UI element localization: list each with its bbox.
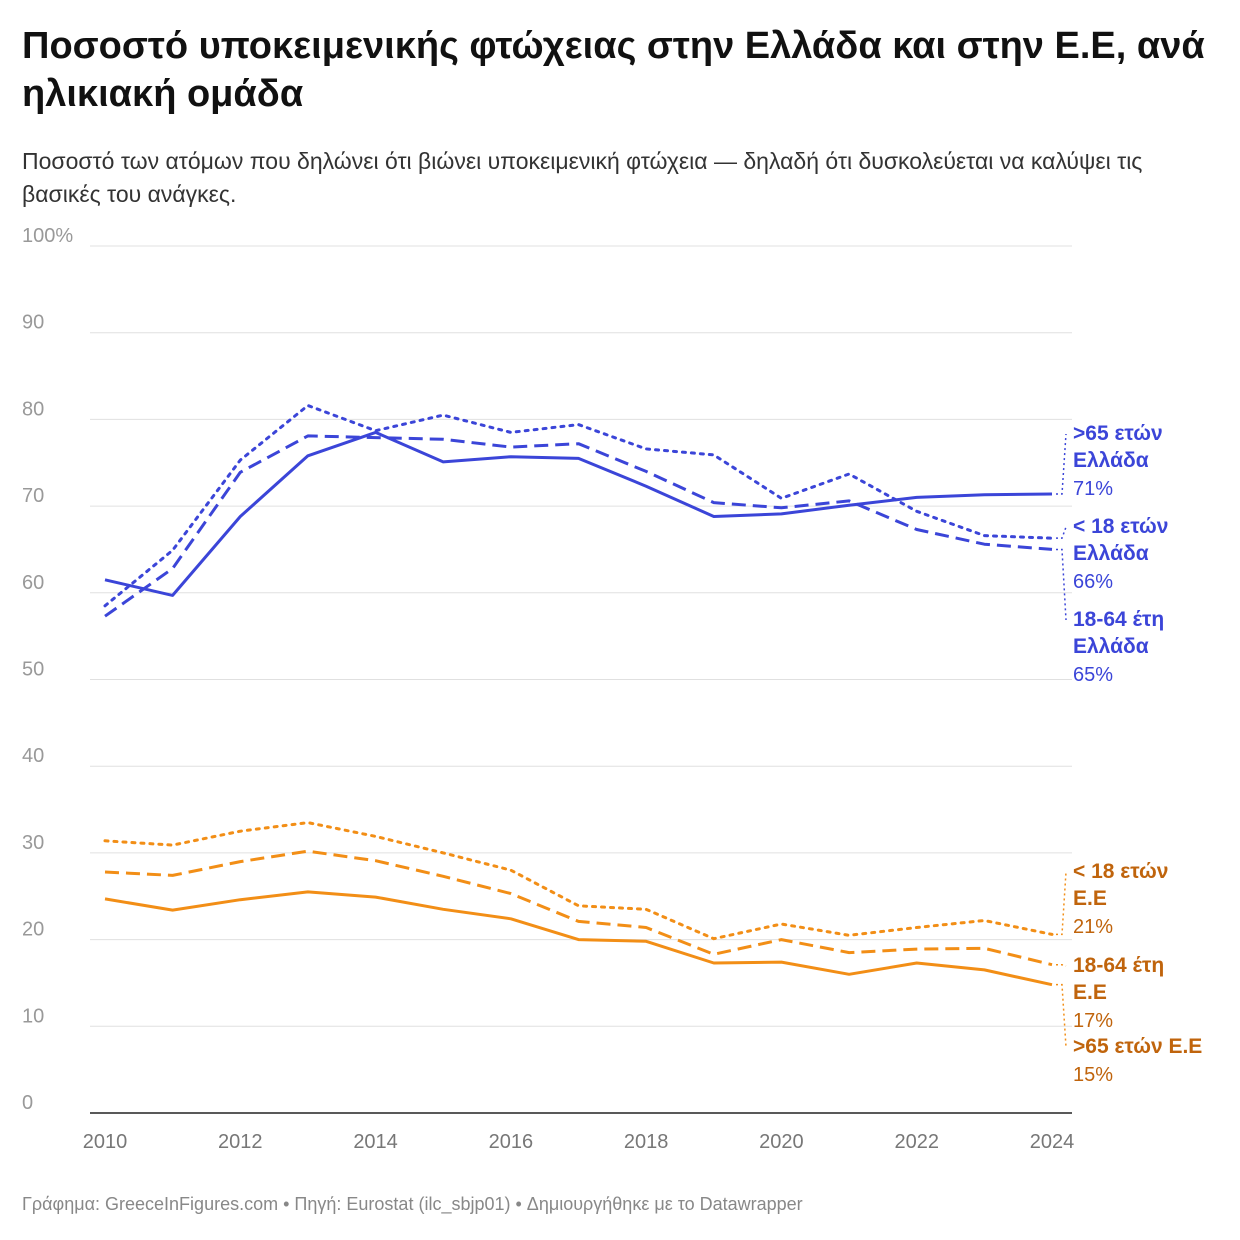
x-tick-label: 2020 (759, 1131, 804, 1153)
chart-subtitle: Ποσοστό των ατόμων που δηλώνει ότι βιώνε… (22, 148, 1143, 207)
label-layer: >65 ετών Ελλάδα 71% < 18 ετών Ελλάδα 66% 18-64… (1056, 422, 1202, 1086)
series-line-eu_u18 (103, 821, 1054, 941)
y-tick-label: 0 (22, 1092, 33, 1114)
y-tick-label: 100% (22, 225, 73, 247)
series-end-value: 17% (1073, 1010, 1113, 1032)
x-tick-label: 2014 (353, 1131, 398, 1153)
y-tick-label: 30 (22, 832, 44, 854)
series-label-name: >65 ετών (1073, 422, 1163, 445)
series-label-name: < 18 ετών (1073, 860, 1168, 883)
grid-layer: 0 10 20 30 40 50 60 70 80 90 100% 2010 2012 2014 2016 2… (22, 225, 1074, 1153)
series-line-gr_18_64 (104, 434, 1053, 618)
series-layer (103, 404, 1054, 987)
series-line-eu_18_64 (104, 849, 1053, 967)
series-end-value: 21% (1073, 916, 1113, 938)
x-tick-label: 2012 (218, 1131, 263, 1153)
y-tick-label: 40 (22, 745, 44, 767)
series-label-region: Ελλάδα (1073, 635, 1149, 658)
series-end-value: 71% (1073, 478, 1113, 500)
y-tick-label: 10 (22, 1005, 44, 1027)
label-connector (1056, 526, 1067, 539)
x-tick-label: 2018 (624, 1131, 669, 1153)
y-tick-label: 60 (22, 572, 44, 594)
series-label-name: 18-64 έτη (1073, 954, 1164, 977)
series-end-value: 15% (1073, 1064, 1113, 1086)
series-line-eu_65 (104, 890, 1053, 987)
y-tick-label: 50 (22, 659, 44, 681)
series-end-value: 65% (1073, 664, 1113, 686)
chart-footer: Γράφημα: GreeceInFigures.com • Πηγή: Eur… (22, 1194, 803, 1214)
label-connector (1056, 871, 1067, 936)
y-tick-label: 80 (22, 398, 44, 420)
y-tick-label: 70 (22, 485, 44, 507)
series-end-value: 66% (1073, 571, 1113, 593)
label-connector (1056, 983, 1067, 1048)
label-connector (1056, 433, 1067, 495)
series-label-name: 18-64 έτη (1073, 608, 1164, 631)
y-tick-label: 20 (22, 919, 44, 941)
x-tick-label: 2024 (1030, 1131, 1075, 1153)
series-label-region: Ελλάδα (1073, 542, 1149, 565)
x-tick-label: 2022 (894, 1131, 939, 1153)
y-tick-label: 90 (22, 312, 44, 334)
chart-title: Ποσοστό υποκειμενικής φτώχειας στην Ελλά… (22, 25, 1205, 115)
series-line-gr_u18 (103, 404, 1054, 608)
label-connector (1056, 963, 1067, 967)
series-label-name: >65 ετών Ε.Ε (1073, 1035, 1202, 1058)
series-line-gr_65 (104, 430, 1053, 597)
x-tick-label: 2010 (83, 1131, 128, 1153)
series-label-region: Ε.Ε (1073, 981, 1107, 1004)
series-label-region: Ελλάδα (1073, 449, 1149, 472)
x-tick-label: 2016 (489, 1131, 534, 1153)
label-connector (1056, 548, 1067, 621)
series-label-region: Ε.Ε (1073, 887, 1107, 910)
series-label-name: < 18 ετών (1073, 515, 1168, 538)
